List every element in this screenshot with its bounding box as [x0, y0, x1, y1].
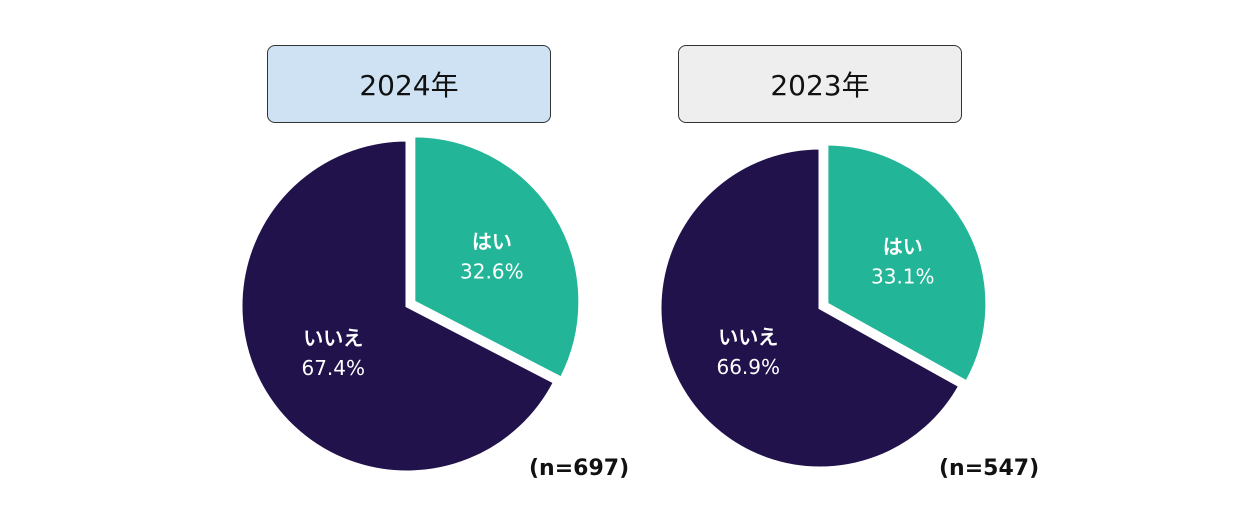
- pie-slice-yes: [412, 134, 582, 381]
- slice-category-label: はい: [472, 229, 512, 253]
- pie-slice-no: [239, 138, 557, 474]
- slice-percent-label: 66.9%: [716, 355, 780, 379]
- slice-percent-label: 32.6%: [460, 259, 524, 283]
- slice-category-label: いいえ: [303, 326, 363, 350]
- pie-slice-no: [658, 146, 962, 470]
- slice-percent-label: 67.4%: [301, 356, 365, 380]
- slice-category-label: はい: [883, 234, 923, 258]
- slice-category-label: いいえ: [718, 325, 778, 349]
- slice-percent-label: 33.1%: [871, 264, 935, 288]
- pie-chart-2024: はい 32.6% いいえ 67.4%: [239, 134, 582, 474]
- sample-size-2023: (n=547): [939, 456, 1040, 481]
- year-title-2023: 2023年: [678, 45, 962, 123]
- year-title-2024: 2024年: [267, 45, 551, 123]
- sample-size-2024: (n=697): [529, 456, 630, 481]
- pie-chart-2023: はい 33.1% いいえ 66.9%: [658, 142, 989, 470]
- pie-slice-yes: [825, 142, 989, 384]
